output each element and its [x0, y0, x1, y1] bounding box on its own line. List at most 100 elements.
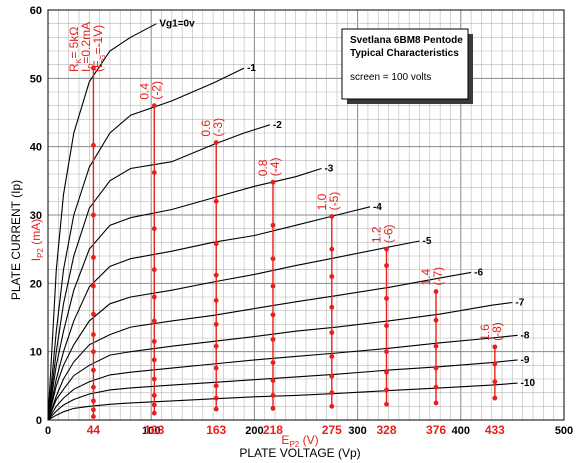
red-data-point [91, 407, 96, 413]
x-tick-label: 0 [45, 425, 51, 437]
red-data-point [91, 283, 96, 289]
red-data-point [433, 365, 439, 371]
red-data-point [91, 254, 96, 260]
red-data-point [270, 377, 276, 383]
red-data-point [433, 289, 439, 294]
curve-label: Vg1=0v [159, 19, 195, 30]
red-x-tick-label: 44 [87, 423, 101, 437]
x-tick-label: 500 [555, 425, 573, 437]
red-data-point [329, 390, 335, 396]
red-x-tick-label: 433 [485, 423, 505, 437]
red-data-point [270, 360, 276, 365]
red-data-point [213, 272, 219, 278]
red-data-point [329, 274, 335, 279]
red-data-point [270, 256, 276, 262]
red-data-point [329, 246, 335, 252]
red-data-point [91, 384, 96, 390]
load-label-line-1: RK= 5kΩ [67, 27, 83, 72]
red-annotation-ratio: 1.4 [419, 269, 433, 286]
red-data-point [151, 226, 157, 232]
plate-curve-line [47, 167, 322, 421]
red-data-point [213, 406, 219, 412]
red-data-point [270, 312, 276, 318]
red-x-tick-label: 218 [263, 423, 283, 437]
red-annotation-grid-voltage: (-2) [149, 81, 163, 100]
red-data-point [384, 369, 389, 375]
y-tick-label: 10 [30, 347, 42, 359]
x-axis-title: PLATE VOLTAGE (Vp) [239, 446, 360, 460]
red-data-point [492, 379, 498, 385]
red-data-point [213, 365, 219, 371]
curve-label: -4 [373, 202, 382, 213]
red-data-point [329, 354, 335, 359]
y-tick-label: 20 [30, 278, 42, 290]
red-data-point [151, 393, 157, 398]
red-data-point [91, 212, 96, 218]
x-tick-label: 400 [452, 425, 470, 437]
red-data-point [384, 263, 389, 268]
red-data-point [492, 395, 498, 401]
red-data-point [91, 142, 96, 148]
red-data-point [492, 361, 498, 367]
red-data-point [91, 311, 96, 317]
red-x-tick-label: 163 [206, 423, 226, 437]
red-data-point [151, 376, 157, 382]
red-annotation-ratio: 0.6 [199, 120, 213, 137]
red-y-axis-title: IP2 (mA) [29, 219, 45, 261]
red-data-point [433, 343, 439, 349]
load-label-line-2: ID=0.2mA [79, 22, 95, 72]
red-annotation-ratio: 1.6 [478, 324, 492, 341]
red-data-point [329, 213, 335, 219]
y-tick-label: 50 [30, 73, 42, 85]
red-data-point [384, 323, 389, 329]
red-data-point [270, 393, 276, 398]
curve-label: -1 [247, 63, 256, 74]
red-x-tick-label: 275 [322, 423, 342, 437]
curve-label: -10 [521, 378, 536, 389]
red-data-points [91, 65, 498, 419]
red-x-tick-label: 103 [144, 423, 164, 437]
red-data-point [213, 383, 219, 389]
x-tick-label: 300 [348, 425, 366, 437]
plate-curve-line [47, 67, 245, 421]
red-data-point [151, 294, 157, 300]
red-data-point [329, 330, 335, 335]
red-data-point [384, 401, 389, 407]
plate-curve-line [47, 206, 371, 421]
x-tick-label: 200 [245, 425, 263, 437]
y-tick-label: 60 [30, 5, 42, 17]
red-data-point [151, 318, 157, 324]
red-data-point [270, 283, 276, 289]
y-tick-label: 0 [36, 415, 42, 427]
red-annotation-ratio: 1.2 [369, 226, 383, 243]
red-data-point [492, 344, 498, 350]
load-label-line-3: (EG=-1V) [91, 25, 107, 72]
red-data-point [384, 349, 389, 355]
red-data-point [151, 103, 157, 109]
y-axis-title: PLATE CURRENT (Ip) [9, 180, 23, 300]
legend-box [341, 28, 469, 100]
load-condition-label: RK= 5kΩ ID=0.2mA (EG=-1V) [67, 22, 107, 72]
red-data-point [329, 304, 335, 310]
curve-label: -6 [474, 267, 483, 278]
plate-curve-line [47, 301, 513, 421]
axes: 0 100 200 300 400 500 0 10 20 30 40 50 60 44 103 163 218… [30, 5, 573, 437]
red-data-point [270, 222, 276, 228]
curve-label: -8 [521, 330, 530, 341]
red-data-point [151, 402, 157, 408]
red-data-point [329, 403, 335, 409]
red-data-point [213, 343, 219, 349]
red-data-point [151, 339, 157, 344]
plate-curve-line [47, 23, 157, 421]
red-data-point [151, 267, 157, 273]
red-data-point [213, 321, 219, 327]
red-annotation-grid-voltage: (-3) [211, 118, 225, 137]
red-data-point [151, 410, 157, 416]
red-data-point [384, 295, 389, 301]
curve-label: -5 [423, 236, 432, 247]
curve-label: -7 [515, 297, 524, 308]
legend-title-line-1: Svetlana 6BM8 Pentode [350, 35, 463, 46]
red-data-point [91, 332, 96, 337]
y-tick-label: 40 [30, 142, 42, 154]
